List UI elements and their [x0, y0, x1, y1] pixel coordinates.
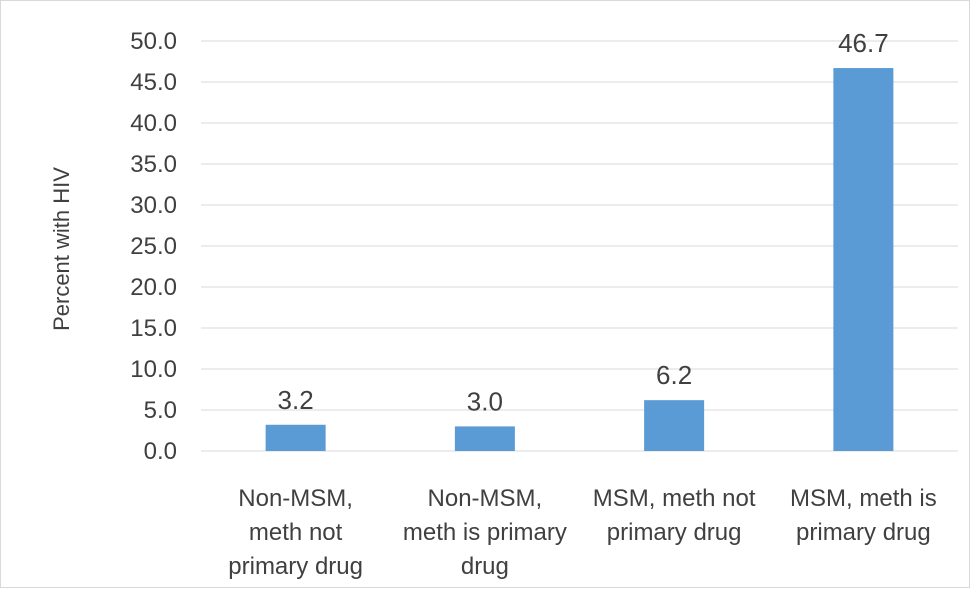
y-tick-label: 40.0	[130, 110, 177, 137]
x-tick-label: primary drug	[607, 519, 742, 546]
category-labels: Non-MSM, meth not primary drug Non-MSM, meth…	[228, 485, 936, 580]
data-label: 3.2	[278, 385, 314, 415]
x-tick-label: drug	[461, 553, 509, 580]
y-tick-label: 15.0	[130, 315, 177, 342]
bar	[644, 400, 705, 451]
data-label: 6.2	[656, 360, 692, 390]
data-label: 46.7	[838, 28, 889, 58]
bar	[265, 424, 326, 451]
x-tick-label: primary drug	[796, 519, 931, 546]
bar	[833, 68, 894, 451]
bars	[265, 68, 894, 451]
x-tick-label: primary drug	[228, 553, 363, 580]
x-tick-label: MSM, meth not	[593, 485, 756, 512]
y-axis-label: Percent with HIV	[49, 167, 74, 331]
y-tick-label: 25.0	[130, 233, 177, 260]
y-tick-label: 20.0	[130, 274, 177, 301]
data-label: 3.0	[467, 386, 503, 416]
y-tick-label: 35.0	[130, 151, 177, 178]
y-tick-label: 45.0	[130, 69, 177, 96]
x-tick-label: meth is primary	[403, 519, 567, 546]
gridlines	[201, 40, 958, 452]
bar	[454, 426, 515, 451]
data-labels: 3.2 3.0 6.2 46.7	[278, 28, 889, 416]
x-tick-label: meth not	[249, 519, 343, 546]
x-tick-label: MSM, meth is	[790, 485, 937, 512]
y-tick-label: 10.0	[130, 356, 177, 383]
y-tick-label: 5.0	[144, 397, 177, 424]
y-tick-label: 0.0	[144, 438, 177, 465]
x-tick-label: Non-MSM,	[238, 485, 353, 512]
y-axis-ticks: 0.0 5.0 10.0 15.0 20.0 25.0 30.0 35.0 40.0 45.0 50…	[130, 28, 177, 465]
x-tick-label: Non-MSM,	[428, 485, 543, 512]
y-tick-label: 30.0	[130, 192, 177, 219]
y-tick-label: 50.0	[130, 28, 177, 55]
